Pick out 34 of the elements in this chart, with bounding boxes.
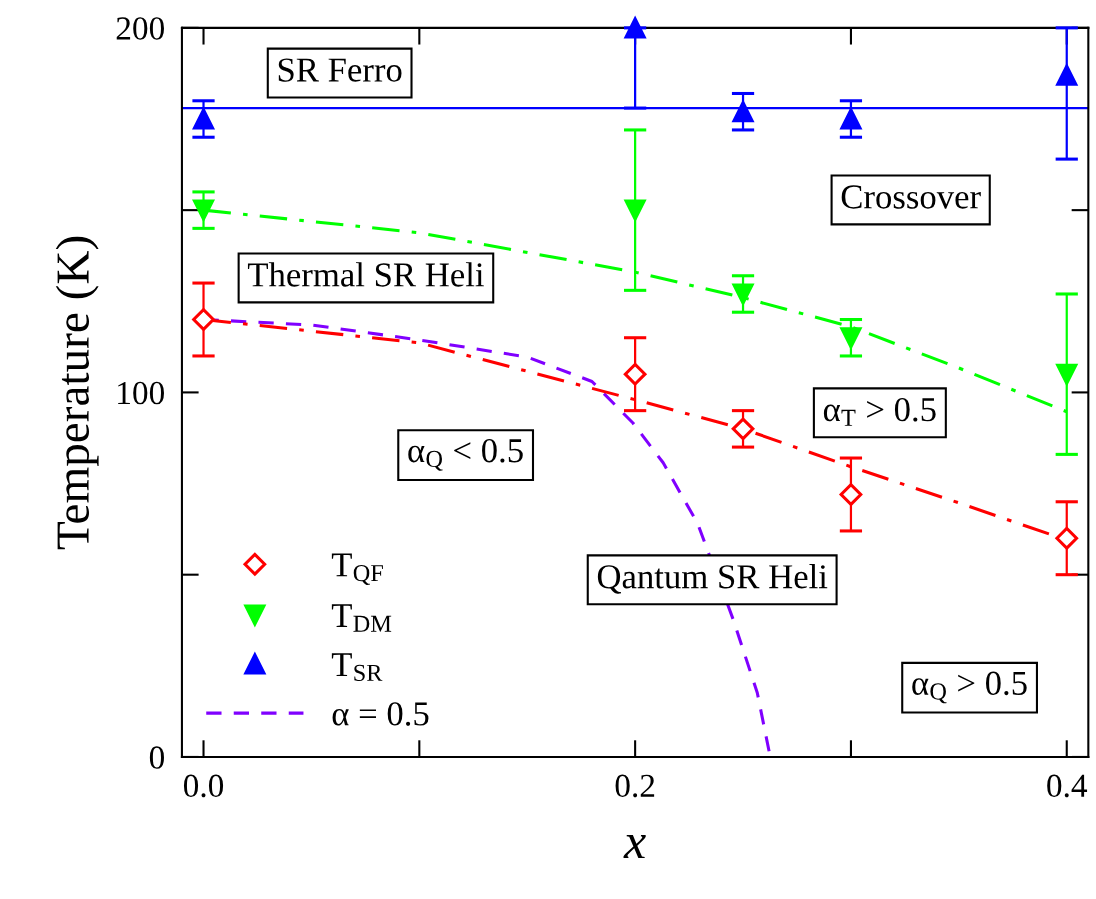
point (839, 483, 863, 506)
annotation: Qantum SR Heli (597, 564, 828, 594)
legend-label: T$_{DM}$ (331, 604, 392, 632)
legend-label: T$_{QF}$ (331, 553, 383, 585)
y-tick-label: 200 (116, 17, 164, 40)
annotation: α$_{Q}$ < 0.5 (408, 438, 523, 471)
point (192, 108, 215, 130)
point (624, 17, 646, 39)
point (1056, 64, 1078, 86)
point (732, 101, 754, 123)
x-tick-label: 0.4 (1047, 774, 1088, 798)
y-tick-label: 100 (118, 381, 164, 405)
x-tick-label: 0.2 (615, 774, 655, 798)
y-axis-title: Temperature (K) (55, 236, 99, 550)
x-tick-label: 0.0 (183, 774, 224, 798)
point (1056, 363, 1078, 385)
point (624, 199, 646, 221)
point (731, 417, 755, 441)
annotation: Crossover (841, 185, 981, 209)
point (192, 199, 215, 221)
x-axis-title: x (623, 835, 646, 858)
point (623, 362, 647, 386)
point (732, 283, 754, 305)
legend-label: α = 0.5 (332, 702, 429, 726)
point (840, 327, 862, 349)
point (192, 308, 215, 331)
y-tick-label: 0 (149, 746, 164, 769)
annotation: α$_{Q}$ > 0.5 (912, 671, 1027, 704)
annotation: α$_{T}$ > 0.5 (823, 397, 936, 426)
point (1055, 526, 1079, 550)
legend-label: T$_{SR}$ (331, 653, 383, 682)
annotation: SR Ferro (278, 58, 402, 82)
point (840, 108, 862, 130)
annotation: Thermal SR Heli (247, 262, 484, 287)
